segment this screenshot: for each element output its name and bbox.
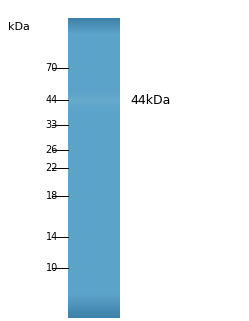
Text: 70: 70 [46,63,58,73]
Text: kDa: kDa [8,22,30,32]
Text: 44kDa: 44kDa [130,93,170,107]
Text: 10: 10 [46,263,58,273]
Text: 22: 22 [46,163,58,173]
Text: 26: 26 [46,145,58,155]
Text: 18: 18 [46,191,58,201]
Text: 44: 44 [46,95,58,105]
Text: 14: 14 [46,232,58,242]
Text: 33: 33 [46,120,58,130]
